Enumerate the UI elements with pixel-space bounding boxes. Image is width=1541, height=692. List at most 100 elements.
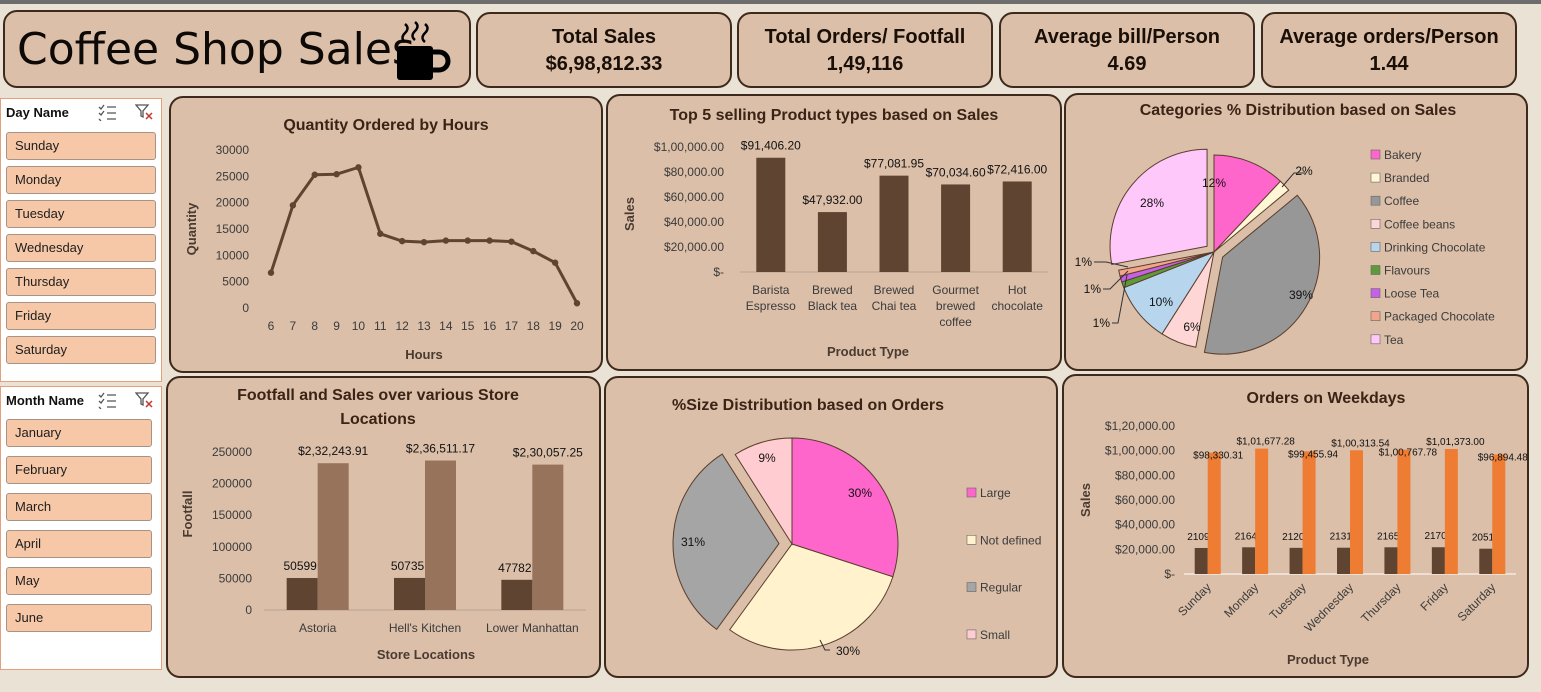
x-tick-label: Gourmet <box>932 283 979 297</box>
legend-swatch <box>1370 195 1381 206</box>
x-tick-label: 13 <box>417 319 431 333</box>
y-tick-label: 200000 <box>212 477 252 491</box>
y-axis-label: Sales <box>622 197 637 231</box>
slicer-title: Month Name <box>6 393 84 408</box>
y-tick-label: $80,000.00 <box>664 165 724 179</box>
bar <box>1492 454 1506 574</box>
pie-slice <box>1203 194 1321 355</box>
slicer-item-sunday[interactable]: Sunday <box>6 132 156 160</box>
slicer-item-wednesday[interactable]: Wednesday <box>6 234 156 262</box>
kpi-total-orders: Total Orders/ Footfall 1,49,116 <box>737 12 993 88</box>
y-axis-label: Quantity <box>184 202 199 255</box>
data-label: 1% <box>1075 255 1093 269</box>
y-tick-label: 20000 <box>216 196 250 210</box>
slicer-item-april[interactable]: April <box>6 530 152 558</box>
data-point <box>289 202 297 209</box>
data-point <box>464 237 471 244</box>
data-label: 21643 <box>1235 531 1263 542</box>
kpi-value: 1.44 <box>1369 53 1409 75</box>
data-point <box>267 269 275 276</box>
data-point <box>398 237 406 245</box>
x-tick-label: Saturday <box>1455 580 1499 624</box>
bar <box>1479 548 1493 574</box>
chart-title: Locations <box>340 411 416 428</box>
y-tick-label: 30000 <box>216 143 250 157</box>
x-tick-label: chocolate <box>992 299 1044 313</box>
slicer-item-january[interactable]: January <box>6 419 152 447</box>
leader-line <box>1094 261 1129 268</box>
data-label: $1,01,677.28 <box>1236 437 1295 448</box>
multi-select-icon[interactable] <box>97 103 117 122</box>
data-point <box>508 238 515 245</box>
legend-label: Tea <box>1384 333 1404 347</box>
data-label: 28% <box>1140 196 1164 210</box>
bar <box>1207 452 1221 574</box>
slicer-item-may[interactable]: May <box>6 567 152 595</box>
x-tick-label: Tuesday <box>1267 580 1309 622</box>
data-label: $96,894.48 <box>1478 452 1527 463</box>
pie-slice <box>734 437 793 546</box>
x-tick-label: 11 <box>374 319 387 333</box>
slicer-item-thursday[interactable]: Thursday <box>6 268 156 296</box>
data-label: 31% <box>681 535 705 549</box>
kpi-average-bill: Average bill/Person 4.69 <box>999 12 1255 88</box>
data-label: $1,01,373.00 <box>1426 437 1485 448</box>
legend-label: Coffee beans <box>1384 217 1455 231</box>
x-tick-label: 9 <box>333 319 340 333</box>
sizes-chart-panel: %Size Distribution based on Orders 30% 30%… <box>604 376 1058 678</box>
series-line <box>269 165 579 304</box>
x-axis-label: Store Locations <box>377 647 475 662</box>
x-tick-label: Brewed <box>874 283 915 297</box>
data-label: 30% <box>848 486 872 500</box>
legend-label: Large <box>980 486 1011 500</box>
legend-label: Not defined <box>980 533 1041 547</box>
legend-label: Branded <box>1384 171 1429 185</box>
y-tick-label: $20,000.00 <box>1115 542 1175 556</box>
slicer-item-saturday[interactable]: Saturday <box>6 336 156 364</box>
stores-chart-panel: Footfall and Sales over various Store Loc… <box>166 376 601 678</box>
data-label: $47,932.00 <box>802 193 862 207</box>
slicer-item-monday[interactable]: Monday <box>6 166 156 194</box>
leader-line <box>1103 270 1129 290</box>
clear-filter-icon[interactable] <box>134 391 153 409</box>
y-tick-label: $- <box>1164 567 1175 581</box>
y-tick-label: 10000 <box>216 248 250 262</box>
bar <box>286 578 318 610</box>
x-tick-label: Espresso <box>746 299 796 313</box>
top5-bar-chart: Top 5 selling Product types based on Sal… <box>622 107 1048 359</box>
bar <box>1397 449 1411 574</box>
bar <box>1350 450 1363 574</box>
top-strip <box>0 0 1541 4</box>
data-label: 21654 <box>1377 531 1405 542</box>
bar <box>1384 547 1398 574</box>
slicer-item-friday[interactable]: Friday <box>6 302 156 330</box>
bar <box>1302 451 1316 574</box>
slicer-item-february[interactable]: February <box>6 456 152 484</box>
data-point <box>311 171 318 178</box>
chart-title: Categories % Distribution based on Sales <box>1140 102 1457 119</box>
data-label: $70,034.60 <box>926 165 986 179</box>
slicer-item-june[interactable]: June <box>6 604 152 632</box>
bar <box>1002 181 1032 272</box>
kpi-label: Average orders/Person <box>1279 26 1499 48</box>
categories-chart-panel: Categories % Distribution based on Sales… <box>1064 93 1528 371</box>
slicer-title: Day Name <box>6 105 69 120</box>
month-name-slicer: Month Name January February March April … <box>0 386 162 670</box>
slicer-item-march[interactable]: March <box>6 493 152 521</box>
data-label: 30% <box>836 644 860 658</box>
legend-swatch <box>966 629 977 640</box>
clear-filter-icon[interactable] <box>134 103 153 121</box>
multi-select-icon[interactable] <box>97 391 117 410</box>
x-tick-label: 12 <box>395 319 409 333</box>
bar <box>817 212 847 272</box>
kpi-value: 1,49,116 <box>826 53 904 75</box>
bar <box>1194 547 1208 574</box>
bar <box>1444 448 1458 574</box>
data-label: $2,32,243.91 <box>298 444 368 458</box>
slicer-item-tuesday[interactable]: Tuesday <box>6 200 156 228</box>
data-label: $2,30,057.25 <box>513 446 583 460</box>
chart-title: Footfall and Sales over various Store <box>237 387 519 404</box>
chart-title: Orders on Weekdays <box>1247 390 1406 407</box>
x-tick-label: Chai tea <box>872 299 917 313</box>
x-tick-label: Thursday <box>1358 580 1403 625</box>
